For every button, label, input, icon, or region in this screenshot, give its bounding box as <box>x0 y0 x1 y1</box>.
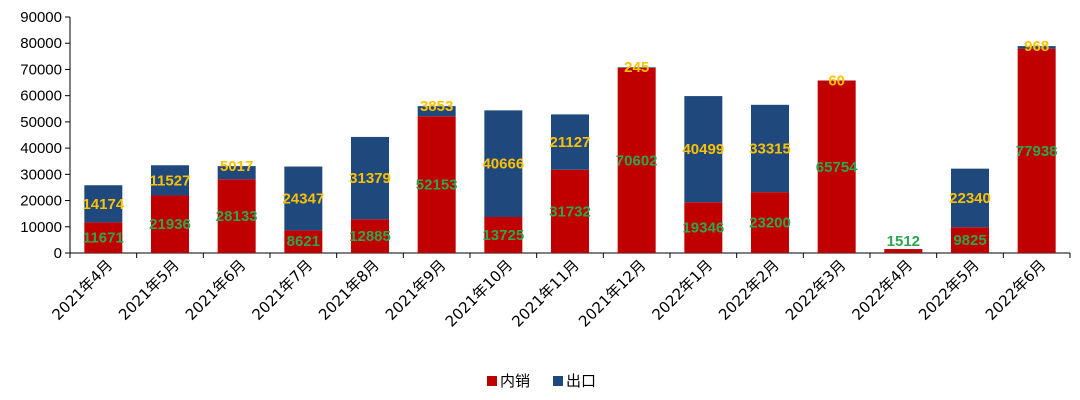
x-tick-label: 2022年3月 <box>782 256 850 324</box>
legend-label-domestic: 内销 <box>500 372 530 390</box>
bar-segment-export <box>351 136 389 220</box>
bar-segment-domestic <box>684 202 723 253</box>
legend-swatch-export <box>553 376 563 386</box>
bar-segment-domestic <box>417 116 456 253</box>
bar-segment-export <box>1017 46 1056 49</box>
data-label-domestic: 31732 <box>549 203 591 220</box>
legend-swatch-domestic <box>487 376 497 386</box>
y-tick-label: 40000 <box>20 140 62 157</box>
x-tick-label: 2022年5月 <box>915 256 983 324</box>
x-tick-label: 2022年2月 <box>715 256 783 324</box>
data-labels: 11671 14174 21936 11527 28133 5017 8621 24347 12… <box>82 38 1057 250</box>
y-tick-label: 60000 <box>20 88 62 105</box>
data-label-export: 5017 <box>220 158 253 175</box>
bar-segment-domestic <box>751 192 789 253</box>
x-tick-label: 2021年8月 <box>315 256 383 324</box>
bar-segment-export <box>84 185 123 223</box>
data-label-domestic: 70602 <box>616 152 658 169</box>
data-label-domestic: 21936 <box>149 216 191 233</box>
data-label-domestic: 9825 <box>953 232 986 249</box>
y-tick-label: 20000 <box>20 193 62 210</box>
x-tick-label: 2021年7月 <box>248 256 316 324</box>
data-label-domestic: 13725 <box>482 227 524 244</box>
bar-segment-domestic <box>351 219 389 253</box>
legend: 内销 出口 <box>487 372 596 390</box>
y-tick-label: 10000 <box>20 219 62 236</box>
legend-label-export: 出口 <box>566 372 596 390</box>
x-tick-label: 2021年4月 <box>48 256 116 324</box>
data-label-domestic: 8621 <box>287 233 320 250</box>
data-label-domestic: 19346 <box>682 220 724 237</box>
bar-segment-domestic <box>151 195 189 253</box>
y-tick-label: 30000 <box>20 166 62 183</box>
x-tick-labels: 2021年4月2021年5月2021年6月2021年7月2021年8月2021年… <box>48 256 1049 330</box>
data-label-export: 24347 <box>282 190 324 207</box>
bar-segment-export <box>551 114 589 170</box>
x-tick-label: 2021年11月 <box>508 256 582 330</box>
data-label-domestic: 1512 <box>887 233 920 250</box>
data-label-export: 11527 <box>150 172 191 189</box>
x-tick-label: 2022年1月 <box>648 256 716 324</box>
data-label-export: 31379 <box>349 170 391 187</box>
bar-segment-domestic <box>617 67 656 253</box>
bar-segment-export <box>284 166 323 231</box>
x-tick-label: 2021年5月 <box>115 256 183 324</box>
x-tick-label: 2021年10月 <box>442 256 516 330</box>
bar-segment-domestic <box>284 230 323 253</box>
bar-segment-export <box>217 166 256 180</box>
y-tick-label: 80000 <box>20 35 62 52</box>
bar-segment-domestic <box>1017 48 1056 254</box>
bar-segment-domestic <box>817 80 856 253</box>
bar-segment-export <box>617 67 656 68</box>
data-label-domestic: 65754 <box>816 159 858 176</box>
data-label-domestic: 77938 <box>1016 143 1058 160</box>
x-tick-label: 2021年9月 <box>382 256 450 324</box>
bar-segment-export <box>751 104 789 193</box>
data-label-export: 3853 <box>420 98 453 115</box>
data-label-export: 22340 <box>949 190 991 207</box>
data-label-export: 14174 <box>82 196 124 213</box>
bar-segment-export <box>417 106 456 117</box>
bars <box>84 46 1056 254</box>
data-label-export: 245 <box>624 59 649 76</box>
data-label-domestic: 11671 <box>83 230 124 247</box>
data-label-export: 60 <box>828 72 845 89</box>
data-label-export: 40666 <box>482 156 524 173</box>
data-label-domestic: 12885 <box>349 228 391 245</box>
data-label-domestic: 52153 <box>416 177 458 194</box>
bar-segment-domestic <box>84 222 123 253</box>
bar-segment-export <box>951 168 989 228</box>
bar-segment-export <box>151 165 189 196</box>
y-tick-label: 50000 <box>20 114 62 131</box>
data-label-domestic: 28133 <box>216 208 258 225</box>
x-tick-label: 2021年12月 <box>575 256 649 330</box>
y-tick-label: 0 <box>54 245 62 262</box>
bar-segment-export <box>684 96 723 203</box>
axes: 0 10000 20000 30000 40000 50000 60000 70000 8000… <box>20 9 1071 262</box>
x-tick-label: 2022年4月 <box>848 256 916 324</box>
bar-segment-export <box>484 110 523 218</box>
data-label-domestic: 23200 <box>749 215 791 232</box>
bar-segment-domestic <box>884 249 923 253</box>
data-label-export: 40499 <box>682 141 724 158</box>
bar-segment-domestic <box>217 179 256 253</box>
data-label-export: 21127 <box>550 134 591 151</box>
bar-segment-domestic <box>551 169 589 253</box>
data-label-export: 968 <box>1024 38 1049 55</box>
x-tick-label: 2021年6月 <box>182 256 250 324</box>
bar-segment-domestic <box>951 227 989 253</box>
x-tick-label: 2022年6月 <box>982 256 1050 324</box>
y-tick-label: 90000 <box>20 9 62 26</box>
y-tick-label: 70000 <box>20 61 62 78</box>
data-label-export: 33315 <box>749 140 791 157</box>
bar-segment-domestic <box>484 217 523 253</box>
